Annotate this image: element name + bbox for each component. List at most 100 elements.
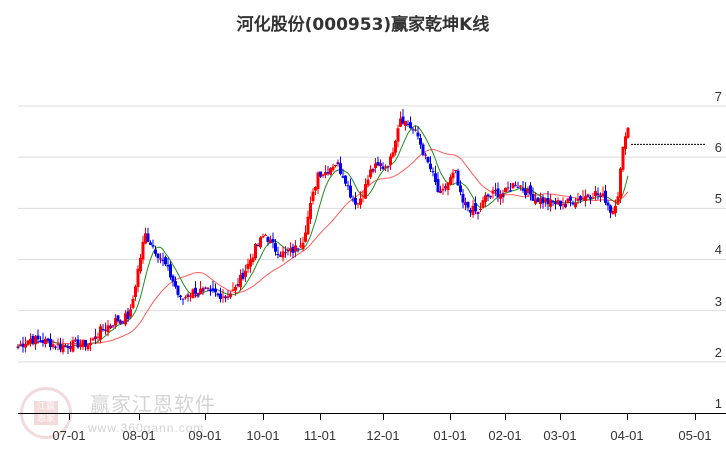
candle-body — [414, 129, 417, 131]
x-tick-label: 04-01 — [610, 428, 644, 443]
y-tick-label: 5 — [714, 191, 722, 207]
candle-body — [194, 287, 197, 294]
candle-body — [49, 338, 52, 348]
candle-body — [46, 338, 50, 341]
candle-body — [524, 189, 527, 196]
candle-body — [71, 340, 75, 352]
candle-body — [376, 161, 380, 166]
candle-body — [66, 346, 70, 349]
candle-body — [189, 295, 192, 297]
candle-body — [111, 325, 115, 327]
y-tick-label: 7 — [714, 88, 722, 104]
candle-body — [29, 338, 32, 343]
candle-body — [381, 166, 385, 169]
candle-body — [421, 144, 425, 155]
candle-body — [554, 202, 557, 205]
candle-body — [151, 245, 155, 247]
candle-body — [219, 293, 222, 299]
candle-body — [204, 287, 207, 289]
candle-body — [539, 198, 542, 205]
candle-body — [161, 259, 165, 262]
y-tick-label: 3 — [714, 293, 722, 309]
candle-body — [169, 264, 172, 278]
candle-body — [191, 289, 195, 299]
candle-body — [504, 187, 507, 193]
candle-body — [274, 243, 277, 252]
candle-body — [164, 257, 167, 265]
candle-body — [599, 195, 602, 198]
candle-body — [451, 172, 455, 179]
candle-body — [369, 169, 372, 178]
candle-body — [271, 239, 275, 243]
candle-body — [596, 193, 600, 195]
candle-body — [584, 196, 587, 201]
candle-body — [86, 344, 90, 350]
candle-body — [76, 339, 80, 348]
candle-body — [134, 286, 137, 298]
candle-body — [309, 203, 312, 220]
candle-body — [501, 193, 505, 198]
long-ma-line — [17, 148, 629, 348]
candle-body — [551, 201, 555, 203]
candle-body — [154, 249, 157, 254]
candle-body — [144, 233, 147, 244]
candle-body — [354, 197, 357, 205]
candle-body — [286, 250, 290, 252]
candle-body — [116, 315, 120, 322]
candle-body — [334, 164, 337, 167]
candle-body — [609, 205, 612, 213]
candle-body — [311, 191, 315, 202]
candle-body — [221, 296, 225, 298]
candle-body — [289, 248, 292, 251]
candle-body — [264, 234, 267, 236]
candle-body — [196, 292, 200, 297]
candle-body — [329, 168, 332, 175]
candle-body — [326, 172, 330, 174]
candle-body — [156, 253, 160, 259]
y-tick-label: 6 — [714, 140, 722, 156]
candle-body — [431, 171, 435, 173]
x-tick-label: 01-01 — [433, 428, 467, 443]
candle-body — [514, 185, 517, 187]
candle-body — [234, 286, 237, 291]
candle-body — [434, 173, 437, 183]
candle-body — [179, 295, 182, 297]
candle-body — [586, 194, 590, 197]
candle-body — [439, 190, 442, 193]
candle-body — [474, 203, 477, 212]
candle-body — [441, 188, 445, 191]
candle-body — [276, 253, 280, 256]
candle-body — [214, 288, 217, 293]
candle-body — [336, 162, 340, 165]
candle-body — [411, 129, 415, 131]
candle-body — [104, 329, 107, 331]
candle-body — [236, 284, 240, 287]
y-tick-label: 4 — [714, 242, 722, 258]
candle-body — [299, 245, 302, 247]
candle-body — [506, 187, 510, 189]
candle-body — [261, 236, 265, 238]
candle-body — [259, 237, 262, 248]
candle-body — [239, 274, 242, 288]
candle-body — [149, 242, 152, 245]
candle-body — [361, 195, 365, 197]
candle-body — [201, 288, 205, 292]
candle-body — [449, 177, 452, 185]
candle-body — [296, 248, 300, 250]
candle-body — [21, 343, 25, 347]
candle-body — [251, 257, 255, 263]
candle-body — [619, 168, 622, 198]
candle-body — [79, 344, 82, 347]
candle-body — [399, 118, 402, 127]
candle-body — [279, 255, 282, 257]
candle-body — [136, 268, 140, 287]
candle-body — [146, 233, 150, 242]
candle-body — [454, 169, 457, 171]
candle-body — [126, 311, 130, 319]
candle-body — [511, 183, 515, 189]
candle-body — [301, 242, 305, 250]
candle-body — [59, 344, 62, 350]
candle-body — [249, 259, 252, 267]
candle-body — [64, 345, 67, 347]
